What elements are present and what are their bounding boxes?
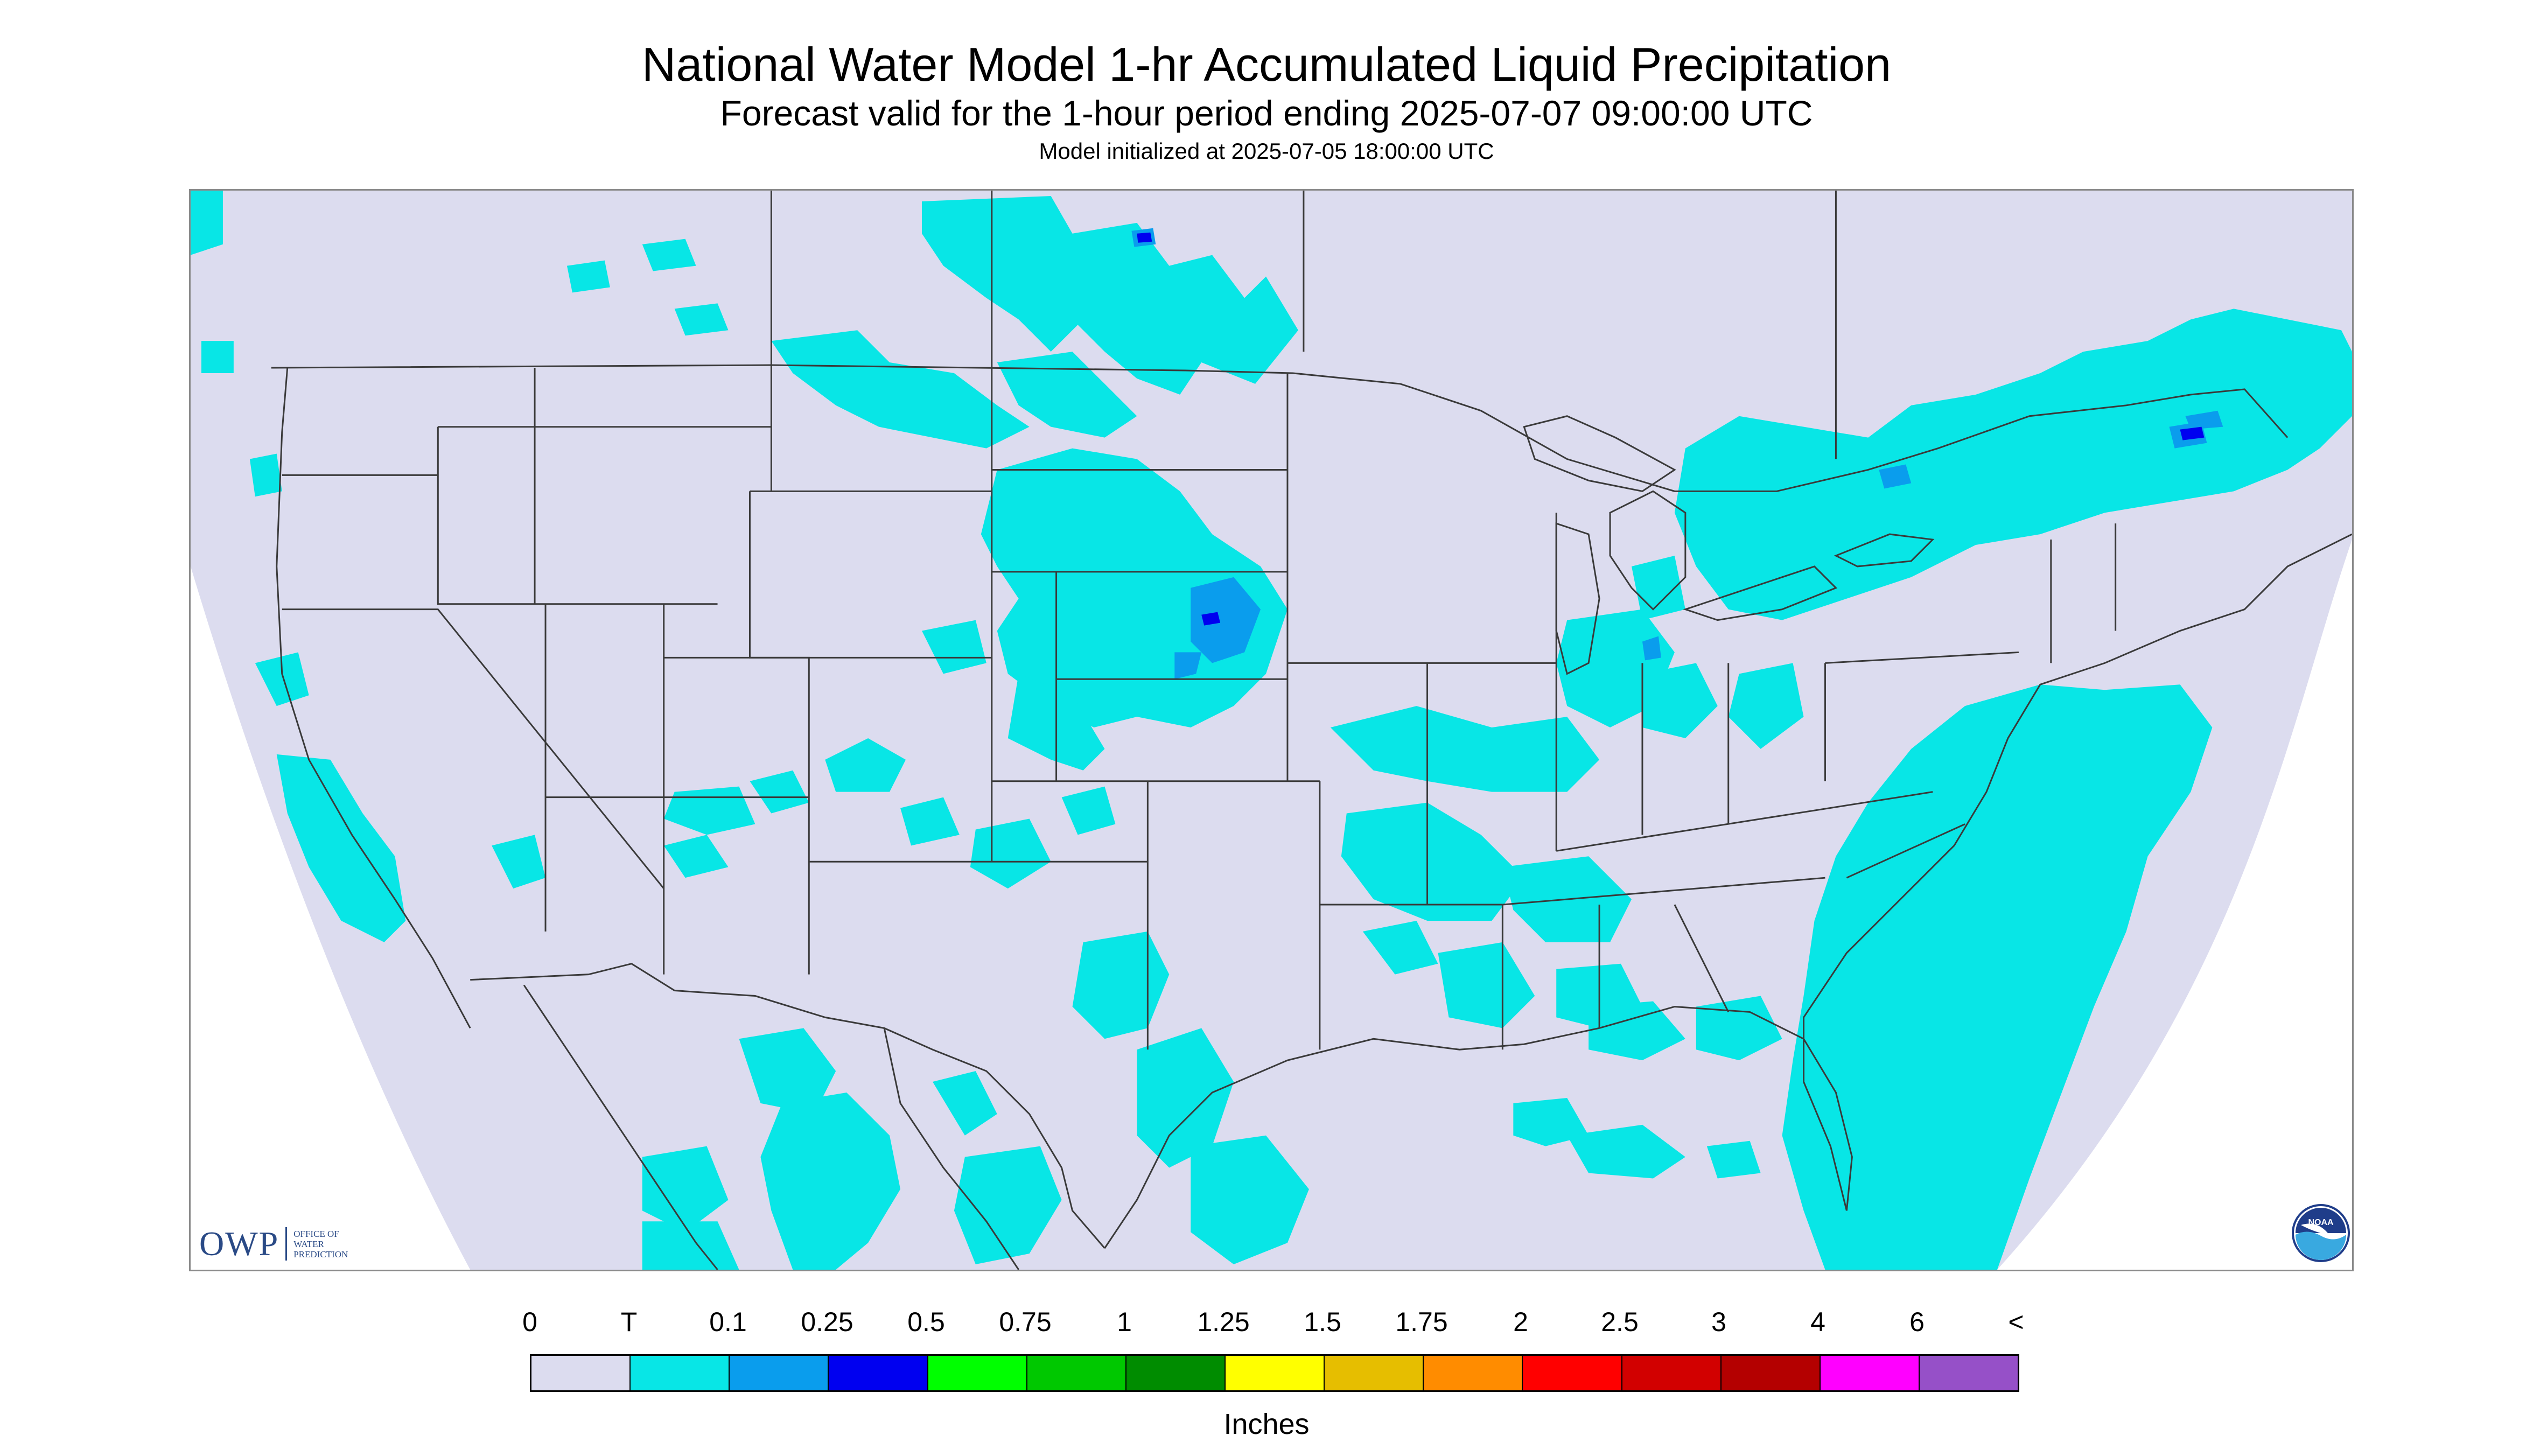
legend-tick-label: 3 (1711, 1307, 1726, 1337)
model-init-time: Model initialized at 2025-07-05 18:00:00… (1039, 138, 1494, 164)
map-canvas (191, 191, 2352, 1270)
legend-swatch (730, 1356, 829, 1390)
legend-tick-label: 0.75 (999, 1307, 1052, 1337)
owp-logo-divider (285, 1227, 288, 1261)
legend-tick-label: 2 (1513, 1307, 1528, 1337)
legend-tick-label: 1 (1117, 1307, 1132, 1337)
legend-tick-label: 0.25 (801, 1307, 853, 1337)
precip-trace-areas (191, 191, 2352, 1270)
legend-tick-label: 6 (1909, 1307, 1925, 1337)
legend-tick-labels: 0 T 0.1 0.25 0.5 0.75 1 1.25 1.5 1.75 2 2.5 3 4 6 < (0, 1306, 2533, 1338)
legend-color-bar (530, 1354, 2019, 1392)
legend-tick-label: 2.5 (1601, 1307, 1639, 1337)
precip-blue-areas (1137, 232, 2205, 626)
legend-swatch (1721, 1356, 1821, 1390)
precipitation-map (189, 189, 2354, 1271)
legend-tick-label: 0.5 (907, 1307, 945, 1337)
legend-swatch (1919, 1356, 2018, 1390)
owp-logo-line-3: PREDICTION (293, 1249, 348, 1259)
map-subtitle: Forecast valid for the 1-hour period end… (720, 93, 1813, 133)
legend-swatch (631, 1356, 730, 1390)
legend-tick-label: 1.5 (1304, 1307, 1341, 1337)
noaa-logo-icon: NOAA (2292, 1204, 2350, 1262)
legend-swatch (1126, 1356, 1226, 1390)
political-boundaries (271, 191, 2352, 1270)
legend-swatch (928, 1356, 1027, 1390)
legend-tick-label: 1.75 (1395, 1307, 1448, 1337)
legend-tick-label: 0 (522, 1307, 537, 1337)
legend-tick-label: 4 (1810, 1307, 1825, 1337)
legend-swatch (1622, 1356, 1722, 1390)
owp-logo-words: OFFICE OF WATER PREDICTION (293, 1229, 348, 1259)
legend-swatch (531, 1356, 631, 1390)
legend-swatch (1325, 1356, 1424, 1390)
legend-swatch (1027, 1356, 1126, 1390)
legend-swatch (1225, 1356, 1325, 1390)
legend-tick-label: 1.25 (1197, 1307, 1250, 1337)
legend-tick-label: T (620, 1307, 638, 1337)
legend-tick-label: < (2008, 1307, 2024, 1337)
noaa-logo-text: NOAA (2308, 1218, 2334, 1227)
map-title: National Water Model 1-hr Accumulated Li… (641, 38, 1892, 91)
legend-unit-label: Inches (1223, 1408, 1310, 1440)
legend-tick-label: 0.1 (709, 1307, 747, 1337)
owp-logo-letters: OWP (199, 1224, 279, 1263)
owp-logo-line-2: WATER (293, 1238, 324, 1249)
legend-swatch (1424, 1356, 1523, 1390)
owp-logo: OWP OFFICE OF WATER PREDICTION (199, 1222, 348, 1265)
owp-logo-line-1: OFFICE OF (293, 1228, 339, 1239)
legend-swatch (1820, 1356, 1920, 1390)
legend-swatch (1523, 1356, 1622, 1390)
legend-swatch (829, 1356, 928, 1390)
